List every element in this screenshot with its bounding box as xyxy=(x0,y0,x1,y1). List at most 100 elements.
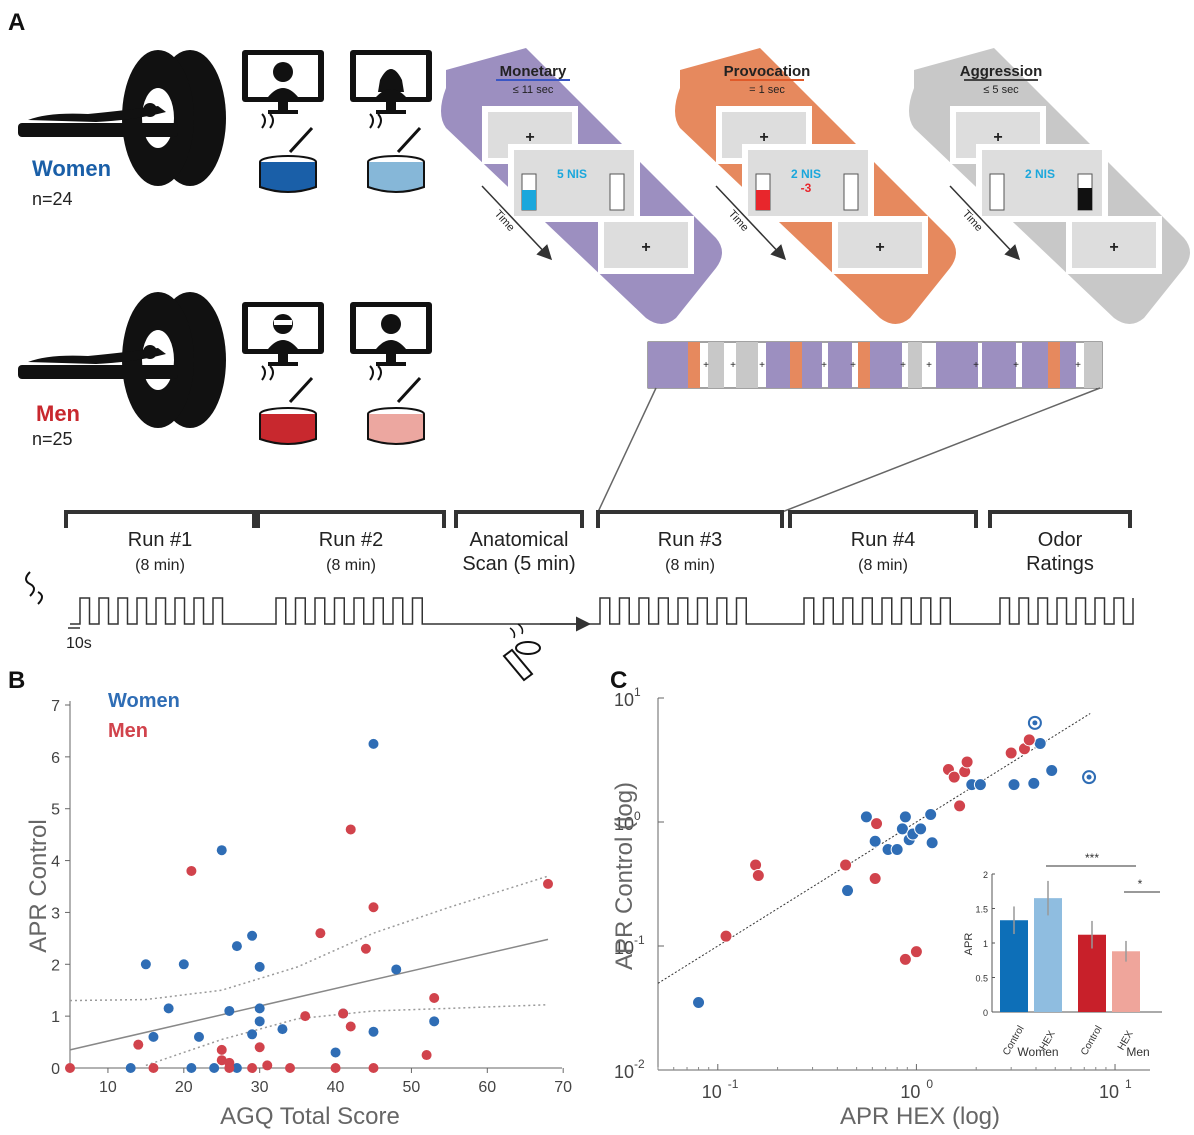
point-men xyxy=(422,1050,432,1060)
sequence-block xyxy=(790,342,802,388)
sequence-fixation: + xyxy=(926,360,932,371)
point-women xyxy=(891,844,903,856)
point-women xyxy=(1028,777,1040,789)
scan-block: Run #2(8 min) xyxy=(258,512,444,574)
point-women xyxy=(224,1006,234,1016)
sequence-fixation: + xyxy=(759,360,765,371)
sig-label-1: *** xyxy=(1085,851,1099,865)
fit-line xyxy=(70,939,548,1049)
point-men xyxy=(750,859,762,871)
inset-y-tick-label: 1.5 xyxy=(975,905,988,915)
sequence-block xyxy=(828,342,852,388)
sequence-fixation: + xyxy=(821,360,827,371)
point-men xyxy=(368,1063,378,1073)
sequence-block xyxy=(708,342,724,388)
x-axis-label: AGQ Total Score xyxy=(220,1103,400,1130)
sig-label-2: * xyxy=(1138,877,1143,891)
task-duration: = 1 sec xyxy=(749,84,785,96)
y-axis-label: APR Control (log) xyxy=(611,782,638,970)
point-women xyxy=(255,962,265,972)
point-men xyxy=(285,1063,295,1073)
y-tick-exponent: 1 xyxy=(634,685,641,699)
point-men xyxy=(899,953,911,965)
x-axis-label: APR HEX (log) xyxy=(840,1103,1000,1130)
left-bar xyxy=(990,174,1004,210)
outlier-point xyxy=(1032,720,1037,725)
inset-y-tick-label: 2 xyxy=(983,870,988,880)
point-women xyxy=(186,1063,196,1073)
x-tick-label: 10 xyxy=(1099,1082,1119,1102)
point-women xyxy=(869,835,881,847)
scan-duration: (8 min) xyxy=(858,557,908,574)
sequence-block xyxy=(1022,342,1050,388)
y-tick-label: 1 xyxy=(51,1009,60,1026)
sequence-block xyxy=(858,342,870,388)
sequence-block xyxy=(766,342,790,388)
odor-jar-women-control-icon xyxy=(368,114,424,192)
point-women xyxy=(899,811,911,823)
point-men xyxy=(910,946,922,958)
y-tick-label: 5 xyxy=(51,802,60,819)
x-tick-label: 20 xyxy=(175,1079,193,1096)
scan-title: Run #2 xyxy=(319,529,384,551)
point-men xyxy=(65,1063,75,1073)
task-sequence-bar: + + + + + + + + + + xyxy=(648,342,1102,388)
scan-title: Run #4 xyxy=(851,529,916,551)
panel-a-label: A xyxy=(8,9,25,36)
scan-block: Run #3 (8 min) xyxy=(598,512,782,574)
point-women xyxy=(368,1027,378,1037)
sequence-block xyxy=(688,342,700,388)
task-title: Monetary xyxy=(500,63,567,80)
zoom-line-left xyxy=(598,388,656,512)
x-tick-exponent: -1 xyxy=(728,1077,739,1091)
x-tick-label: 10 xyxy=(99,1079,117,1096)
task-duration: ≤ 5 sec xyxy=(983,84,1019,96)
point-men xyxy=(869,873,881,885)
point-men xyxy=(300,1011,310,1021)
sequence-fixation: + xyxy=(1075,360,1081,371)
y-tick-exponent: -2 xyxy=(634,1057,645,1071)
y-tick-label: 6 xyxy=(51,750,60,767)
scan-title: Odor xyxy=(1038,529,1083,551)
x-tick-label: 10 xyxy=(900,1082,920,1102)
sequence-block xyxy=(1060,342,1076,388)
y-tick-label: 10 xyxy=(614,1062,634,1082)
scan-bracket xyxy=(258,512,444,528)
scan-title: Anatomical xyxy=(470,529,569,551)
x-tick-exponent: 0 xyxy=(926,1077,933,1091)
sequence-fixation: + xyxy=(730,360,736,371)
scan-block: Run #1(8 min) xyxy=(66,512,254,574)
x-tick-label: 40 xyxy=(327,1079,345,1096)
women-label: Women xyxy=(32,156,111,181)
point-men xyxy=(346,1022,356,1032)
point-women xyxy=(331,1047,341,1057)
women-n: n=24 xyxy=(32,189,73,209)
point-women xyxy=(141,959,151,969)
point-women xyxy=(915,823,927,835)
chart-b: 0 1 2 3 4 5 6 7 10 20 30 40 50 60 70 AGQ Total Score APR… xyxy=(25,690,572,1130)
point-men xyxy=(954,800,966,812)
reward-amount: 5 NIS xyxy=(557,167,587,181)
scan-title: Run #3 xyxy=(658,529,723,551)
odor-jar-men-control-icon xyxy=(368,366,424,444)
odor-cup-icon xyxy=(504,624,540,680)
scan-title: Run #1 xyxy=(128,529,193,551)
chart-c-inset: 00.511.52APRControl HEX Control HEXWomen Men… xyxy=(958,851,1162,1062)
sequence-fixation: + xyxy=(973,360,979,371)
point-men xyxy=(247,1063,257,1073)
point-women xyxy=(1034,737,1046,749)
odor-jar-women-hex-icon xyxy=(260,114,316,192)
inset-group-men: Men xyxy=(1126,1045,1149,1059)
sequence-block xyxy=(936,342,978,388)
point-men xyxy=(133,1040,143,1050)
scan-bracket xyxy=(456,512,582,528)
fixation-cross: + xyxy=(525,129,534,146)
sequence-block xyxy=(736,342,758,388)
sequence-block xyxy=(802,342,822,388)
odor-waveform: 10s xyxy=(26,572,1133,680)
odor-smell-icon xyxy=(26,572,42,604)
point-men xyxy=(255,1042,265,1052)
fixation-cross: + xyxy=(1109,239,1118,256)
